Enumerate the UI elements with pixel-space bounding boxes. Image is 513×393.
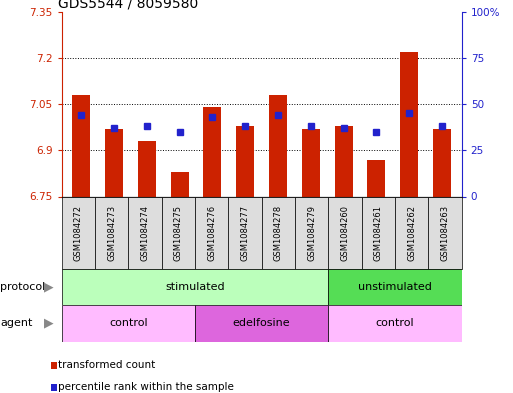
Bar: [269, 95, 287, 196]
Text: unstimulated: unstimulated: [358, 282, 432, 292]
Text: ▶: ▶: [44, 280, 53, 294]
Text: transformed count: transformed count: [58, 360, 155, 371]
Bar: [328, 196, 362, 269]
Text: edelfosine: edelfosine: [233, 318, 290, 328]
Bar: [302, 129, 320, 196]
Bar: [62, 269, 328, 305]
Text: control: control: [109, 318, 148, 328]
Bar: [433, 129, 451, 196]
Text: GSM1084263: GSM1084263: [441, 205, 449, 261]
Bar: [95, 196, 128, 269]
Bar: [295, 196, 328, 269]
Text: GSM1084278: GSM1084278: [274, 205, 283, 261]
Bar: [395, 196, 428, 269]
Bar: [428, 196, 462, 269]
Text: agent: agent: [0, 318, 32, 328]
Text: GSM1084279: GSM1084279: [307, 205, 316, 261]
Bar: [62, 305, 195, 342]
Bar: [195, 305, 328, 342]
Text: GSM1084260: GSM1084260: [341, 205, 349, 261]
Bar: [72, 95, 90, 196]
Text: GSM1084275: GSM1084275: [174, 205, 183, 261]
Text: percentile rank within the sample: percentile rank within the sample: [58, 382, 234, 392]
Bar: [105, 129, 123, 196]
Bar: [328, 305, 462, 342]
Bar: [128, 196, 162, 269]
Text: protocol: protocol: [0, 282, 45, 292]
Text: control: control: [376, 318, 415, 328]
Text: GSM1084272: GSM1084272: [74, 205, 83, 261]
Bar: [362, 196, 395, 269]
Text: GDS5544 / 8059580: GDS5544 / 8059580: [57, 0, 198, 11]
Bar: [400, 52, 418, 196]
Bar: [62, 196, 95, 269]
Bar: [328, 269, 462, 305]
Text: GSM1084277: GSM1084277: [241, 205, 249, 261]
Text: GSM1084274: GSM1084274: [141, 205, 149, 261]
Text: GSM1084276: GSM1084276: [207, 205, 216, 261]
Bar: [162, 196, 195, 269]
Text: stimulated: stimulated: [165, 282, 225, 292]
Text: GSM1084262: GSM1084262: [407, 205, 416, 261]
Text: GSM1084261: GSM1084261: [374, 205, 383, 261]
Bar: [171, 172, 189, 196]
Bar: [138, 141, 156, 196]
Bar: [262, 196, 295, 269]
Bar: [236, 126, 254, 196]
Bar: [334, 126, 352, 196]
Text: GSM1084273: GSM1084273: [107, 205, 116, 261]
Bar: [195, 196, 228, 269]
Bar: [367, 160, 385, 196]
Text: ▶: ▶: [44, 317, 53, 330]
Bar: [228, 196, 262, 269]
Bar: [204, 107, 222, 196]
